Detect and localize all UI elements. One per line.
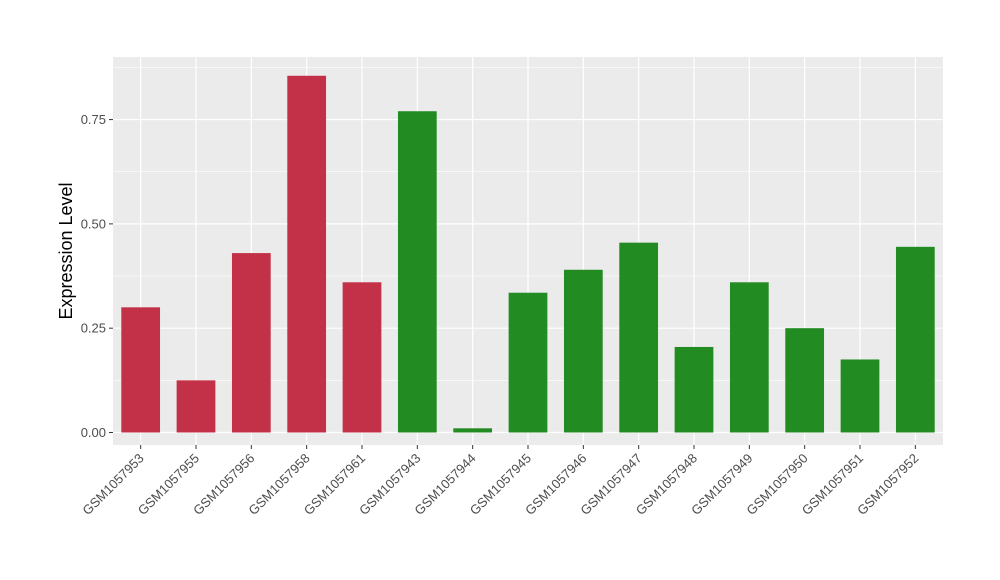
y-axis-title: Expression Level — [56, 182, 76, 319]
bar-GSM1057948 — [674, 346, 714, 433]
bar-GSM1057943 — [397, 111, 437, 433]
bar-GSM1057951 — [840, 359, 880, 433]
bar-GSM1057961 — [342, 282, 382, 433]
bars — [121, 75, 935, 433]
bar-GSM1057947 — [619, 242, 659, 433]
bar-GSM1057946 — [563, 269, 603, 433]
bar-GSM1057944 — [453, 428, 493, 433]
bar-GSM1057956 — [231, 253, 271, 433]
bar-GSM1057953 — [121, 307, 161, 433]
bar-GSM1057952 — [895, 246, 935, 433]
bar-GSM1057945 — [508, 292, 548, 433]
y-tick-label: 0.75 — [81, 112, 106, 127]
x-axis: GSM1057953GSM1057955GSM1057956GSM1057958… — [79, 445, 921, 518]
bar-GSM1057955 — [176, 380, 216, 433]
bar-GSM1057950 — [785, 328, 825, 433]
y-tick-label: 0.00 — [81, 425, 106, 440]
y-tick-label: 0.25 — [81, 321, 106, 336]
bar-GSM1057949 — [729, 282, 769, 433]
y-axis: 0.00 0.25 0.50 0.75 — [81, 112, 113, 440]
bar-GSM1057958 — [287, 75, 327, 433]
y-tick-label: 0.50 — [81, 216, 106, 231]
